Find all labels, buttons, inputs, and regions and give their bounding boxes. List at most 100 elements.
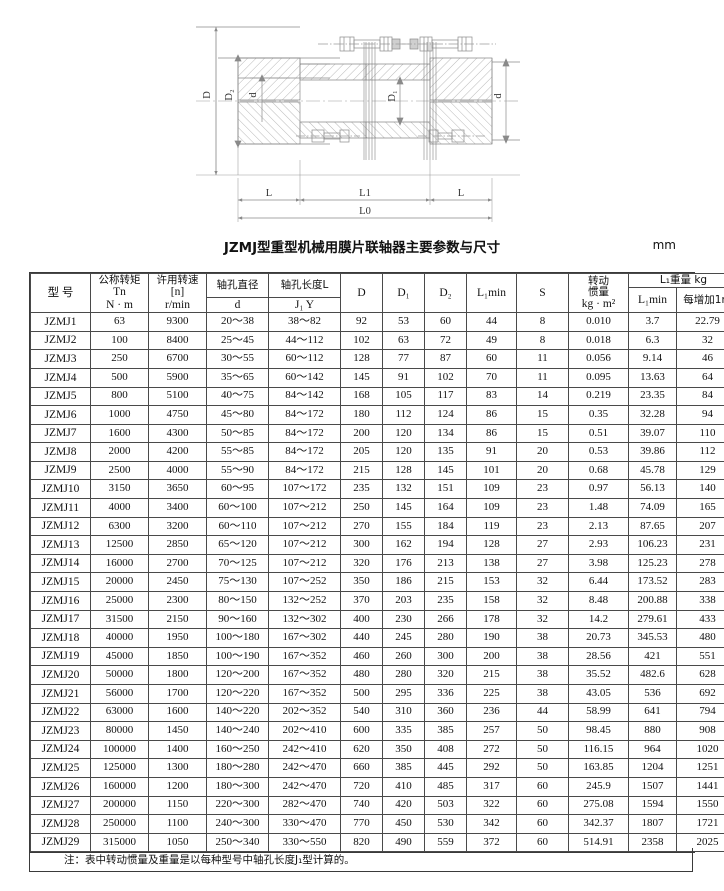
cell-value: 87.65 — [628, 516, 677, 537]
cell-value: 1600 — [148, 702, 207, 723]
cell-value: 64 — [676, 367, 724, 388]
cell-value: 0.35 — [568, 405, 629, 425]
cell-value: 540 — [340, 702, 383, 723]
cell-model: JZMJ2 — [30, 330, 91, 351]
cell-value: 335 — [382, 721, 425, 741]
cell-value: 3.98 — [568, 553, 629, 574]
cell-value: 190 — [466, 628, 517, 648]
cell-value: 56000 — [90, 684, 149, 704]
cell-value: 120～200 — [206, 665, 269, 686]
cell-value: 72 — [424, 330, 467, 351]
cell-value: 60～142 — [268, 367, 341, 388]
cell-value: 20000 — [90, 572, 149, 593]
cell-value: 280 — [424, 628, 467, 648]
cell-value: 9.14 — [628, 349, 677, 369]
cell-value: 240～300 — [206, 814, 269, 834]
cell-value: 60～112 — [268, 349, 341, 369]
cell-value: 215 — [466, 665, 517, 686]
cell-value: 28.56 — [568, 646, 629, 667]
th-bore-dia-sym: d — [206, 296, 269, 314]
cell-value: 908 — [676, 721, 724, 741]
table-row: JZMJ18 40000 1950 100～180 167～302 440 245 280 19… — [30, 628, 724, 648]
cell-value: 2700 — [148, 553, 207, 574]
cell-value: 32 — [516, 609, 569, 630]
cell-value: 692 — [676, 684, 724, 704]
cell-value: 551 — [676, 646, 724, 667]
cell-value: 63 — [382, 330, 425, 351]
cell-value: 60～110 — [206, 516, 269, 537]
cell-value: 84～172 — [268, 423, 341, 444]
cell-value: 125.23 — [628, 553, 677, 574]
cell-value: 1441 — [676, 776, 724, 797]
cell-value: 70～125 — [206, 553, 269, 574]
cell-value: 1950 — [148, 628, 207, 648]
cell-value: 45～80 — [206, 405, 269, 425]
page-title: JZMJ型重型机械用膜片联轴器主要参数与尺寸 — [223, 240, 501, 256]
cell-value: 5100 — [148, 386, 207, 407]
dim-d-right — [502, 58, 510, 144]
cell-value: 242～410 — [268, 739, 341, 760]
cell-value: 120 — [382, 442, 425, 462]
th-inertia: 转动 惯量 kg · m² — [568, 272, 629, 314]
cell-value: 107～252 — [268, 572, 341, 593]
dim-label-L-left: L — [266, 188, 272, 199]
cell-value: 1000 — [90, 405, 149, 425]
table-row: JZMJ26 160000 1200 180～300 242～470 720 410 485 3… — [30, 776, 724, 797]
cell-value: 4200 — [148, 442, 207, 462]
cell-value: 56.13 — [628, 479, 677, 500]
cell-value: 63000 — [90, 702, 149, 723]
bolt-inner-right — [418, 129, 486, 143]
cell-value: 50～85 — [206, 423, 269, 444]
cell-model: JZMJ27 — [30, 795, 91, 816]
cell-value: 44 — [516, 702, 569, 723]
cell-value: 39.07 — [628, 423, 677, 444]
cell-model: JZMJ20 — [30, 665, 91, 686]
cell-value: 50 — [516, 739, 569, 760]
cell-value: 1.48 — [568, 498, 629, 518]
cell-value: 60 — [516, 776, 569, 797]
cell-value: 220～300 — [206, 795, 269, 816]
dim-label-d-right: d — [493, 93, 504, 99]
cell-value: 53 — [382, 312, 425, 332]
cell-value: 84～172 — [268, 460, 341, 481]
dim-label-L0: L0 — [359, 206, 371, 217]
cell-value: 0.51 — [568, 423, 629, 444]
cell-value: 60～95 — [206, 479, 269, 500]
cell-value: 200 — [340, 423, 383, 444]
dim-label-L-right: L — [458, 188, 464, 199]
cell-value: 480 — [340, 665, 383, 686]
cell-value: 1450 — [148, 721, 207, 741]
cell-value: 160～250 — [206, 739, 269, 760]
cell-value: 86 — [466, 405, 517, 425]
cell-value: 279.61 — [628, 609, 677, 630]
cell-value: 44～112 — [268, 330, 341, 351]
table-row: JZMJ15 20000 2450 75～130 107～252 350 186 215 153… — [30, 572, 724, 593]
cell-value: 794 — [676, 702, 724, 723]
table-row: JZMJ5 800 5100 40～75 84～142 168 105 117 83 14 0.21… — [30, 386, 724, 407]
cell-model: JZMJ7 — [30, 423, 91, 444]
cell-value: 173.52 — [628, 572, 677, 593]
dim-label-D: D — [202, 91, 213, 99]
title-row: JZMJ型重型机械用膜片联轴器主要参数与尺寸 mm — [0, 232, 724, 262]
cell-value: 330～470 — [268, 814, 341, 834]
th-torque-l3: N · m — [106, 298, 133, 311]
cell-value: 158 — [466, 591, 517, 611]
table-row: JZMJ8 2000 4200 55～85 84～172 205 120 135 91 20 0.5… — [30, 442, 724, 462]
cell-value: 120 — [382, 423, 425, 444]
cell-value: 3150 — [90, 479, 149, 500]
cell-value: 300 — [340, 535, 383, 555]
cell-value: 880 — [628, 721, 677, 741]
cell-value: 4000 — [148, 460, 207, 481]
cell-value: 11 — [516, 349, 569, 369]
cell-value: 178 — [466, 609, 517, 630]
table-row: JZMJ12 6300 3200 60～110 107～212 270 155 184 119 2… — [30, 516, 724, 537]
cell-value: 44 — [466, 312, 517, 332]
cell-value: 1700 — [148, 684, 207, 704]
cell-value: 23.35 — [628, 386, 677, 407]
cell-value: 100 — [90, 330, 149, 351]
cell-value: 350 — [340, 572, 383, 593]
header-row-3: d J₁ Y — [31, 296, 724, 314]
cell-value: 2300 — [148, 591, 207, 611]
cell-value: 107～212 — [268, 553, 341, 574]
cell-value: 964 — [628, 739, 677, 760]
